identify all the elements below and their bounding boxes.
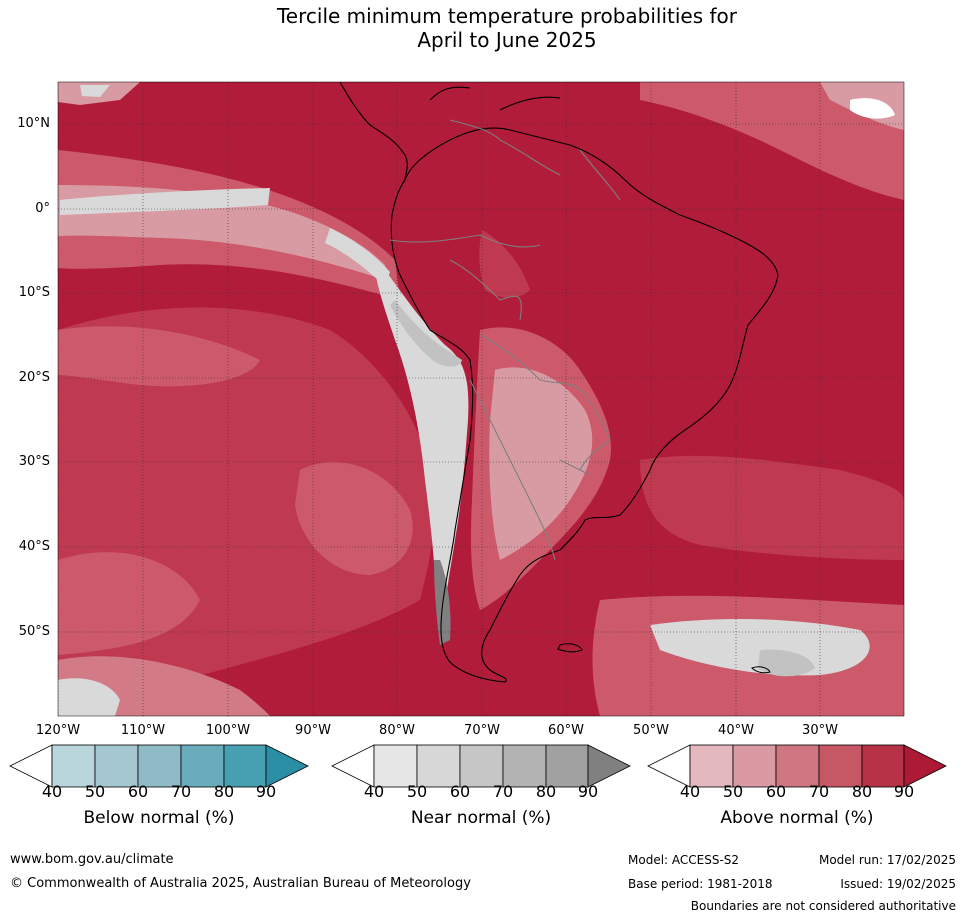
colorbar-below-tick: 60: [127, 782, 149, 801]
map-title: Tercile minimum temperature probabilitie…: [0, 4, 965, 52]
footer-url-link[interactable]: www.bom.gov.au/climate: [10, 852, 174, 867]
colorbar-near-tick: 50: [406, 782, 428, 801]
graticule: [58, 82, 904, 716]
lat-label-40s: 40°S: [18, 539, 50, 554]
colorbar-below-normal: [9, 744, 309, 788]
footer-model: Model: ACCESS-S2: [628, 853, 740, 867]
south-atlantic-near-normal-70: [758, 649, 815, 677]
footer-base-period: Base period: 1981-2018: [628, 877, 773, 891]
falkland-islands: [557, 643, 583, 653]
lat-label-50s: 50°S: [18, 624, 50, 639]
pacific-patch-above-70-a: [58, 326, 260, 387]
peru-patch-above-80: [479, 230, 530, 298]
colorbar-below-title: Below normal (%): [83, 808, 235, 828]
colorbar-above-bin-80-90: [861, 744, 905, 788]
coastal-near-normal-70: [390, 300, 462, 367]
colorbar-above-bin-70-80: [818, 744, 863, 788]
map-area: [58, 82, 904, 716]
colorbar-above-high-arrow: [903, 744, 947, 788]
lon-label-60w: 60°W: [548, 723, 584, 738]
colorbar-near-bin-60-70: [459, 744, 504, 788]
colorbar-below-tick: 90: [255, 782, 277, 801]
lon-label-110w: 110°W: [120, 723, 166, 738]
colorbar-near-normal: [331, 744, 631, 788]
colorbar-near-tick: 70: [492, 782, 514, 801]
footer-model-run: Model run: 17/02/2025: [818, 853, 956, 867]
lat-label-0: 0°: [35, 201, 50, 216]
pacific-north-near-normal: [80, 85, 110, 97]
colorbar-near-high-arrow: [587, 744, 631, 788]
colorbar-near-bin-70-80: [502, 744, 547, 788]
colorbar-near-tick: 40: [363, 782, 385, 801]
colorbar-above-tick: 70: [808, 782, 830, 801]
colorbar-near-bin-80-90: [545, 744, 589, 788]
colorbar-below-high-arrow: [265, 744, 309, 788]
colorbar-above-title: Above normal (%): [720, 808, 874, 828]
colorbar-near-bin-50-60: [416, 744, 461, 788]
map-frame: [57, 81, 905, 717]
colorbar-near-title: Near normal (%): [410, 808, 552, 828]
north-atlantic-above-70: [640, 82, 904, 200]
lon-label-100w: 100°W: [205, 723, 251, 738]
colorbar-below-tick: 40: [41, 782, 63, 801]
colorbar-above-low-arrow: [647, 744, 691, 788]
lat-label-20s: 20°S: [18, 370, 50, 385]
south-america-coastline: [390, 127, 779, 683]
colorbar-above-tick: 40: [679, 782, 701, 801]
colorbar-above-tick: 60: [765, 782, 787, 801]
central-america-coastline: [339, 82, 561, 181]
colorbar-near-tick: 90: [577, 782, 599, 801]
map-title-line-2: April to June 2025: [417, 28, 597, 52]
footer-copyright: © Commonwealth of Australia 2025, Austra…: [10, 876, 471, 891]
colorbar-near-tick: 60: [449, 782, 471, 801]
south-georgia: [751, 666, 771, 674]
colorbar-near-tick: 80: [535, 782, 557, 801]
colorbar-above-tick: 50: [722, 782, 744, 801]
colorbar-below-tick: 70: [170, 782, 192, 801]
footer-issued: Issued: 19/02/2025: [840, 877, 956, 891]
colorbar-above-bin-60-70: [775, 744, 820, 788]
interior-above-50: [489, 367, 593, 560]
colorbar-near-low-arrow: [331, 744, 375, 788]
north-atlantic-white-patch: [850, 98, 895, 119]
colorbar-below-low-arrow: [9, 744, 53, 788]
colorbar-below-tick: 80: [213, 782, 235, 801]
equatorial-near-normal-patch: [60, 188, 270, 215]
south-atlantic-near-normal: [650, 618, 870, 676]
colorbar-below-tick: 50: [84, 782, 106, 801]
colorbar-above-bin-50-60: [732, 744, 777, 788]
lat-label-10s: 10°S: [18, 285, 50, 300]
coastal-near-normal-patch-north: [325, 228, 390, 286]
lon-label-50w: 50°W: [633, 723, 669, 738]
footer-disclaimer: Boundaries are not considered authoritat…: [690, 899, 956, 913]
lon-label-90w: 90°W: [295, 723, 331, 738]
lon-label-30w: 30°W: [802, 723, 838, 738]
colorbar-below-bin-70-80: [180, 744, 225, 788]
atlantic-above-80: [640, 455, 904, 560]
lon-label-120w: 120°W: [35, 723, 81, 738]
pacific-patch-above-70-c: [58, 552, 200, 655]
colorbar-near-bin-40-50: [373, 744, 418, 788]
colorbar-below-bin-40-50: [51, 744, 96, 788]
colorbar-above-tick: 90: [893, 782, 915, 801]
colorbar-below-bin-50-60: [94, 744, 139, 788]
colorbar-above-tick: 80: [851, 782, 873, 801]
lon-label-80w: 80°W: [379, 723, 415, 738]
lat-label-30s: 30°S: [18, 454, 50, 469]
colorbar-below-bin-80-90: [223, 744, 267, 788]
map-title-line-1: Tercile minimum temperature probabilitie…: [276, 4, 738, 28]
colorbar-above-bin-40-50: [689, 744, 734, 788]
lon-label-70w: 70°W: [464, 723, 500, 738]
lat-label-10n: 10°N: [17, 116, 50, 131]
country-borders: [389, 119, 621, 561]
lon-label-40w: 40°W: [718, 723, 754, 738]
fjords-near-normal-90: [434, 560, 451, 645]
pacific-southern-near-normal: [58, 678, 120, 716]
colorbar-below-bin-60-70: [137, 744, 182, 788]
colorbar-above-normal: [647, 744, 947, 788]
pacific-patch-above-70-b: [295, 462, 413, 575]
